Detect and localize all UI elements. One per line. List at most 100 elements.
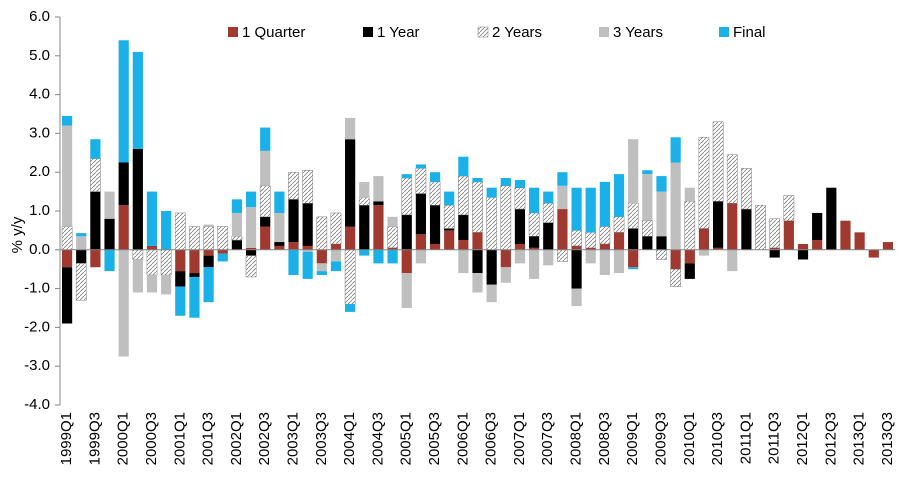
bar-segment [486,187,497,198]
bar-segment [345,117,356,140]
bar-segment [217,249,228,254]
bar-segment [288,242,299,250]
bar-segment [613,232,625,250]
bar-segment [146,249,158,276]
bar-segment [118,162,129,206]
bar-segment [486,284,497,303]
bar-segment [613,216,625,233]
bar-segment [203,249,214,256]
x-tick-label: 2008Q1 [568,412,585,465]
bar-segment [61,125,73,227]
bar-segment [132,148,143,250]
bar-segment [359,205,370,250]
bar-segment [401,273,412,308]
bar-segment [104,218,115,250]
bar-segment [260,216,271,227]
bar-segment [245,191,257,208]
bar-segment [231,240,243,250]
bar-segment [613,174,625,217]
bar-segment [415,168,427,194]
bar-segment [231,235,243,241]
bar-segment [189,276,200,318]
bar-segment [641,220,653,237]
bar-segment [769,247,780,250]
x-tick-label: 2009Q3 [652,412,669,465]
legend-label: 2 Years [492,24,542,41]
bar-segment [274,212,285,243]
bar-segment [401,174,412,179]
bar-segment [203,224,214,227]
bar-segment [712,121,724,202]
x-tick-label: 2001Q1 [171,412,188,465]
bar-segment [529,249,540,279]
x-tick-label: 2005Q3 [426,412,443,465]
legend-swatch [477,26,489,38]
bar-segment [684,187,695,202]
bar-segment [458,249,469,274]
bar-segment [132,259,143,293]
bar-segment [628,228,639,250]
bar-segment [472,181,483,233]
bar-segment [90,191,101,250]
bar-segment [288,199,299,243]
bar-segment [203,255,214,268]
bar-segment [75,263,87,301]
x-tick-label: 2013Q1 [851,412,868,465]
y-tick-label: -4.0 [24,396,50,413]
bar-segment [175,286,186,316]
bar-segment [727,249,738,272]
y-tick-label: 1.0 [29,202,50,219]
bar-segment [76,236,87,250]
bar-segment [698,249,710,256]
bar-segment [189,273,200,277]
bar-segment [76,249,87,264]
bar-segment [274,245,285,250]
bar-segment [288,249,299,276]
bar-segment [628,249,639,268]
bar-segment [500,267,511,283]
x-tick-label: 2001Q3 [200,412,217,465]
x-tick-label: 2010Q3 [709,412,726,465]
bar-segment [118,205,129,250]
bar-segment [316,271,327,276]
bar-segment [415,234,426,250]
legend-swatch [719,27,729,37]
bar-segment [359,249,370,256]
bar-segment [727,203,738,250]
bar-segment [712,247,724,250]
bar-segment [415,164,426,169]
bar-segment [259,185,271,218]
bar-segment [642,170,653,175]
bar-segment [146,275,158,293]
bar-segment [132,249,144,260]
bar-segment [358,197,370,206]
bar-segment [345,139,356,227]
bar-segment [302,251,313,279]
bar-segment [571,187,582,231]
bar-segment [316,263,327,272]
bar-segment [670,268,681,287]
bar-segment [812,240,823,250]
bar-segment [387,247,398,250]
bar-segment [146,191,158,246]
bar-segment [500,178,511,186]
y-axis-title: % y/y [9,216,26,253]
bar-segment [330,249,342,262]
bar-segment [401,177,413,216]
bar-segment [514,179,526,188]
bar-segment [316,249,327,264]
bar-segment [726,154,738,204]
bar-segment [627,202,639,229]
bar-segment [472,249,483,274]
bar-segment [585,232,597,249]
bar-segment [175,249,186,272]
bar-segment [797,249,809,260]
bar-segment [401,214,412,250]
bar-segment [175,271,186,287]
bar-segment [345,304,356,312]
bar-segment [741,168,752,210]
x-tick-label: 2000Q1 [115,412,132,465]
x-tick-label: 2006Q3 [483,412,500,465]
bar-segment [571,249,582,289]
bar-segment [61,267,73,324]
